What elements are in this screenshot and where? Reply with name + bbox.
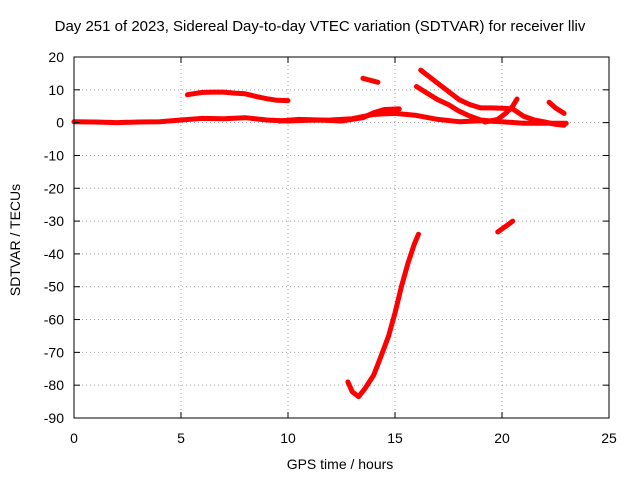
series-line-arc-2 bbox=[184, 89, 291, 104]
y-tick-label: -10 bbox=[44, 147, 64, 163]
plot-frame bbox=[73, 56, 610, 419]
y-tick-label: -70 bbox=[44, 344, 64, 360]
series-line-arc-3 bbox=[276, 106, 402, 124]
x-axis-label: GPS time / hours bbox=[286, 456, 394, 472]
y-tick-label: -60 bbox=[44, 312, 64, 328]
series-line-arc-9 bbox=[345, 231, 421, 400]
x-tick-label: 20 bbox=[494, 430, 510, 446]
series-line-arc-8 bbox=[546, 99, 567, 116]
y-tick-label: -40 bbox=[44, 246, 64, 262]
series-line-arc-5 bbox=[413, 84, 494, 124]
y-tick-label: -20 bbox=[44, 180, 64, 196]
tick-group: 20 10 0 -10 -20 -30 -40 -50 -60 -70 -80 -90 0 5 10 15 20… bbox=[44, 49, 617, 446]
series-line-arc-4 bbox=[360, 75, 381, 85]
x-tick-label: 5 bbox=[177, 430, 185, 446]
y-tick-label: -90 bbox=[44, 410, 64, 426]
series-line-arc-7 bbox=[482, 96, 520, 125]
y-tick-label: -50 bbox=[44, 279, 64, 295]
y-tick-label: 10 bbox=[48, 82, 64, 98]
chart-title: Day 251 of 2023, Sidereal Day-to-day VTE… bbox=[54, 18, 586, 35]
x-tick-label: 25 bbox=[601, 430, 617, 446]
x-tick-label: 10 bbox=[280, 430, 296, 446]
x-tick-label: 15 bbox=[387, 430, 403, 446]
series-line-arc-6 bbox=[418, 67, 567, 128]
x-tick-label: 0 bbox=[70, 430, 78, 446]
y-tick-label: -80 bbox=[44, 377, 64, 393]
grid bbox=[74, 57, 609, 418]
y-tick-label: 20 bbox=[48, 49, 64, 65]
y-axis-label: SDTVAR / TECUs bbox=[7, 183, 23, 297]
y-tick-label: 0 bbox=[56, 115, 64, 131]
series-group bbox=[71, 67, 569, 400]
series-line-arc-10 bbox=[495, 218, 516, 235]
y-tick-label: -30 bbox=[44, 213, 64, 229]
